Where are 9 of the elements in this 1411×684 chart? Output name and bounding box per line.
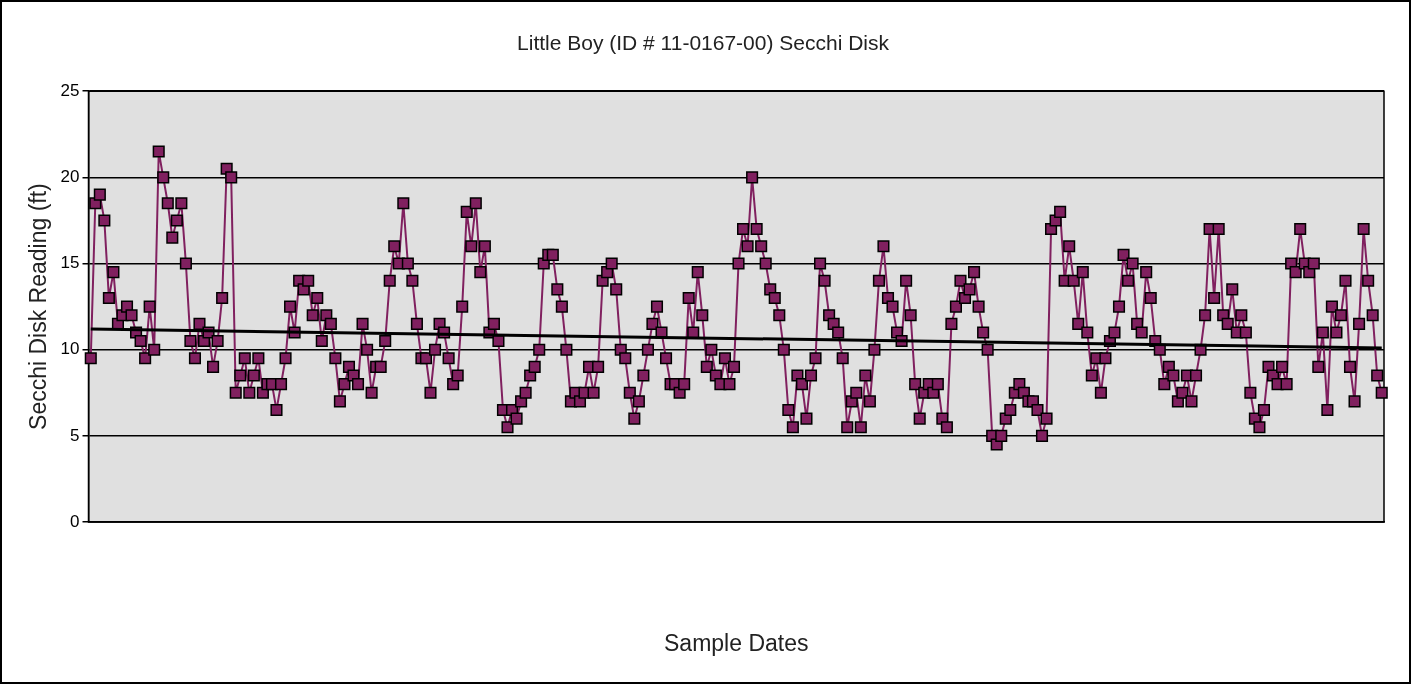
y-tick-label: 0 <box>70 511 80 531</box>
y-tick-label: 15 <box>60 253 80 273</box>
y-tick-label: 5 <box>70 425 80 445</box>
y-tick-label: 25 <box>60 80 80 100</box>
y-axis-title: Secchi Disk Reading (ft) <box>25 183 52 430</box>
x-axis-title: Sample Dates <box>664 629 809 656</box>
chart-title: Little Boy (ID # 11-0167-00) Secchi Disk <box>517 31 890 55</box>
y-tick-label: 10 <box>60 339 80 359</box>
y-tick-label: 20 <box>60 167 80 187</box>
